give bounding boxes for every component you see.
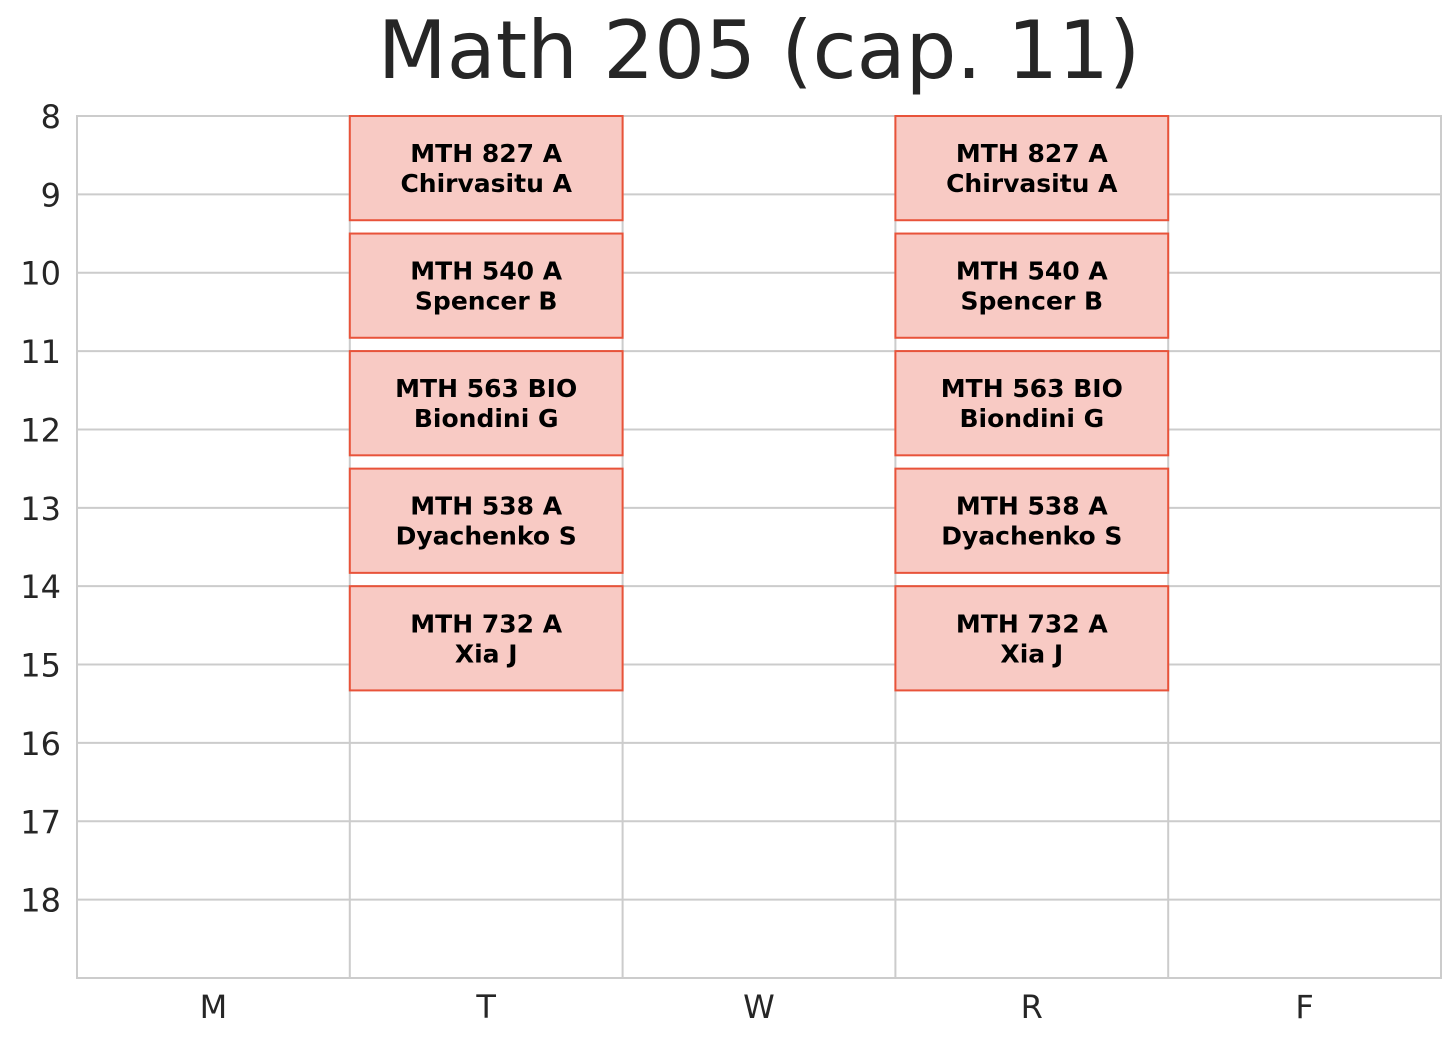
hour-tick-label: 13 (20, 490, 61, 528)
course-block-rect (348, 350, 624, 457)
course-code-label: MTH 540 A (410, 257, 562, 286)
grid-layer (76, 115, 1442, 979)
course-code-label: MTH 563 BIO (395, 374, 577, 403)
instructor-label: Chirvasitu A (400, 169, 572, 198)
instructor-label: Spencer B (415, 287, 558, 316)
instructor-label: Biondini G (414, 404, 559, 433)
instructor-label: Chirvasitu A (946, 169, 1118, 198)
hour-tick-label: 9 (41, 176, 61, 214)
hour-tick-label: 16 (20, 725, 61, 763)
hour-tick-label: 18 (20, 882, 61, 920)
hour-tick-label: 12 (20, 411, 61, 449)
hour-tick-label: 11 (20, 333, 61, 371)
course-block-rect (894, 115, 1170, 222)
hour-tick-label: 15 (20, 647, 61, 685)
hour-tick-label: 10 (20, 255, 61, 293)
course-block-rect (894, 467, 1170, 574)
day-tick-label: T (475, 988, 496, 1026)
course-block-rect (348, 232, 624, 339)
course-code-label: MTH 538 A (956, 492, 1108, 521)
instructor-label: Spencer B (961, 287, 1104, 316)
hour-tick-label: 17 (20, 803, 61, 841)
instructor-label: Biondini G (959, 404, 1104, 433)
instructor-label: Xia J (1000, 639, 1063, 668)
instructor-label: Dyachenko S (396, 522, 577, 551)
chart-title: Math 205 (cap. 11) (377, 4, 1141, 97)
plot-frame (76, 115, 1442, 979)
day-tick-label: R (1021, 988, 1043, 1026)
course-code-label: MTH 563 BIO (941, 374, 1123, 403)
course-block-rect (894, 350, 1170, 457)
day-tick-label: W (743, 988, 775, 1026)
course-code-label: MTH 827 A (956, 139, 1108, 168)
course-block-rect (894, 585, 1170, 692)
tick-layer: 8 9 10 11 12 13 14 15 16 17 18 M T W R F (20, 98, 1314, 1026)
instructor-label: Dyachenko S (941, 522, 1122, 551)
course-block-rect (348, 115, 624, 222)
course-code-label: MTH 732 A (956, 609, 1108, 638)
hour-tick-label: 8 (41, 98, 61, 136)
day-tick-label: M (200, 988, 228, 1026)
course-code-label: MTH 827 A (410, 139, 562, 168)
course-block-rect (348, 467, 624, 574)
hour-tick-label: 14 (20, 568, 61, 606)
course-block-rect (894, 232, 1170, 339)
instructor-label: Xia J (455, 639, 518, 668)
course-code-label: MTH 732 A (410, 609, 562, 638)
day-tick-label: F (1295, 988, 1313, 1026)
course-code-label: MTH 538 A (410, 492, 562, 521)
course-block-rect (348, 585, 624, 692)
course-code-label: MTH 540 A (956, 257, 1108, 286)
